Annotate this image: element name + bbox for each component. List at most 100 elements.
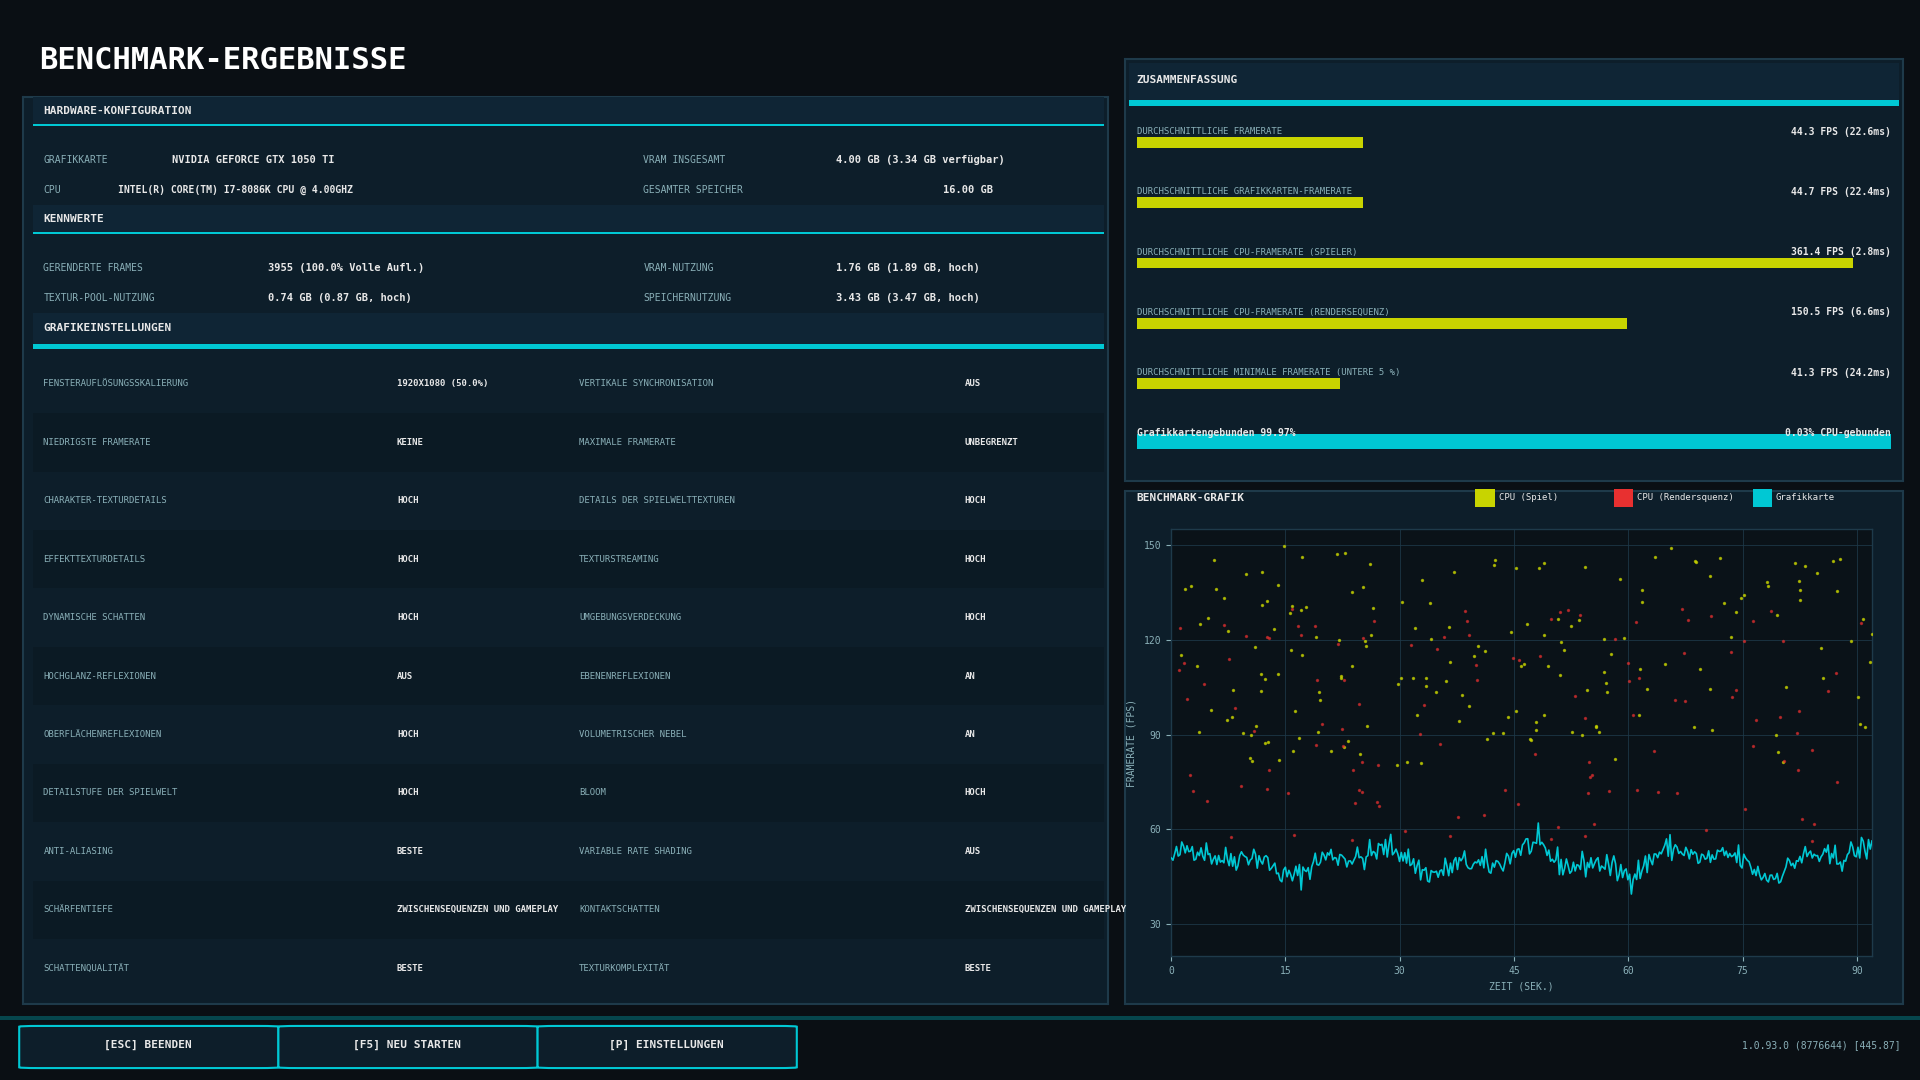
Text: DURCHSCHNITTLICHE CPU-FRAMERATE (SPIELER): DURCHSCHNITTLICHE CPU-FRAMERATE (SPIELER… <box>1137 247 1357 257</box>
Point <box>1638 743 1668 760</box>
Point <box>1720 681 1751 699</box>
Point <box>1686 661 1716 678</box>
Text: CPU (Spiel): CPU (Spiel) <box>1498 494 1557 502</box>
Point <box>1563 611 1594 629</box>
Point <box>1521 721 1551 739</box>
Point <box>1428 629 1459 646</box>
Point <box>1763 743 1793 760</box>
Point <box>1363 797 1394 814</box>
Point <box>1501 703 1532 720</box>
Point <box>1396 636 1427 653</box>
Text: FENSTERAUFLÖSUNGSSKALIERUNG: FENSTERAUFLÖSUNGSSKALIERUNG <box>44 379 188 389</box>
Bar <box>33 345 1104 349</box>
Point <box>1655 540 1686 557</box>
Point <box>1340 795 1371 812</box>
Point <box>1843 689 1874 706</box>
Text: NIEDRIGSTE FRAMERATE: NIEDRIGSTE FRAMERATE <box>44 437 152 447</box>
Bar <box>33 232 1104 234</box>
Point <box>1438 564 1469 581</box>
Point <box>1857 625 1887 643</box>
Point <box>1768 632 1799 649</box>
Point <box>1188 675 1219 692</box>
Text: BESTE: BESTE <box>964 963 991 973</box>
Point <box>1532 658 1563 675</box>
Point <box>1196 701 1227 718</box>
Bar <box>1137 257 1853 269</box>
Point <box>1613 654 1644 672</box>
Point <box>1405 726 1436 743</box>
Point <box>1782 725 1812 742</box>
Point <box>1668 645 1699 662</box>
Text: Grafikkartengebunden 99.97%: Grafikkartengebunden 99.97% <box>1137 428 1296 438</box>
Text: VRAM INSGESAMT: VRAM INSGESAMT <box>643 156 726 165</box>
Point <box>1501 559 1532 577</box>
Point <box>1336 832 1367 849</box>
Bar <box>1137 434 1891 449</box>
Point <box>1667 600 1697 618</box>
Point <box>1596 646 1626 663</box>
Point <box>1716 688 1747 705</box>
Text: 44.7 FPS (22.4ms): 44.7 FPS (22.4ms) <box>1791 187 1891 197</box>
Point <box>1352 717 1382 734</box>
Point <box>1523 559 1553 577</box>
Point <box>1613 673 1644 690</box>
Point <box>1200 581 1231 598</box>
Point <box>1567 727 1597 744</box>
Point <box>1820 665 1851 683</box>
FancyBboxPatch shape <box>278 1026 538 1068</box>
Point <box>1183 724 1213 741</box>
Text: HOCH: HOCH <box>964 788 987 797</box>
Point <box>1620 613 1651 631</box>
Text: TEXTURKOMPLEXITÄT: TEXTURKOMPLEXITÄT <box>580 963 670 973</box>
Text: TEXTURSTREAMING: TEXTURSTREAMING <box>580 555 660 564</box>
Point <box>1177 782 1208 799</box>
Point <box>1801 565 1832 582</box>
Point <box>1254 630 1284 647</box>
X-axis label: ZEIT (SEK.): ZEIT (SEK.) <box>1490 981 1553 991</box>
Point <box>1421 684 1452 701</box>
Point <box>1350 633 1380 650</box>
Text: SCHATTENQUALITÄT: SCHATTENQUALITÄT <box>44 963 129 973</box>
Text: CPU (Rendersquenz): CPU (Rendersquenz) <box>1638 494 1734 502</box>
Point <box>1346 783 1377 800</box>
Bar <box>1137 378 1340 389</box>
Point <box>1807 669 1837 686</box>
Text: 1920X1080 (50.0%): 1920X1080 (50.0%) <box>397 379 488 389</box>
Point <box>1415 595 1446 612</box>
Point <box>1277 600 1308 618</box>
Point <box>1348 630 1379 647</box>
Point <box>1198 552 1229 569</box>
Text: HOCHGLANZ-REFLEXIONEN: HOCHGLANZ-REFLEXIONEN <box>44 672 156 680</box>
Text: CPU: CPU <box>44 185 61 194</box>
Point <box>1405 755 1436 772</box>
Point <box>1261 576 1292 593</box>
Point <box>1822 582 1853 599</box>
Bar <box>1475 489 1494 507</box>
Point <box>1768 753 1799 770</box>
Text: GRAFIKEINSTELLUNGEN: GRAFIKEINSTELLUNGEN <box>44 323 171 334</box>
Point <box>1263 752 1294 769</box>
Point <box>1227 725 1258 742</box>
Point <box>1192 609 1223 626</box>
Point <box>1235 750 1265 767</box>
Point <box>1728 586 1759 604</box>
Point <box>1709 594 1740 611</box>
Point <box>1329 544 1359 562</box>
Point <box>1217 707 1248 725</box>
Point <box>1797 833 1828 850</box>
Point <box>1213 622 1244 639</box>
Point <box>1488 725 1519 742</box>
Point <box>1171 690 1202 707</box>
Point <box>1590 631 1620 648</box>
Text: VARIABLE RATE SHADING: VARIABLE RATE SHADING <box>580 847 691 855</box>
Text: 44.3 FPS (22.6ms): 44.3 FPS (22.6ms) <box>1791 126 1891 136</box>
Text: EFFEKTTEXTURDETAILS: EFFEKTTEXTURDETAILS <box>44 555 146 564</box>
Point <box>1302 724 1332 741</box>
Text: [P] EINSTELLUNGEN: [P] EINSTELLUNGEN <box>609 1040 724 1050</box>
Point <box>1528 706 1559 724</box>
Point <box>1356 626 1386 644</box>
Point <box>1219 699 1250 716</box>
Point <box>1695 567 1726 584</box>
Point <box>1663 784 1693 801</box>
Point <box>1165 646 1196 663</box>
